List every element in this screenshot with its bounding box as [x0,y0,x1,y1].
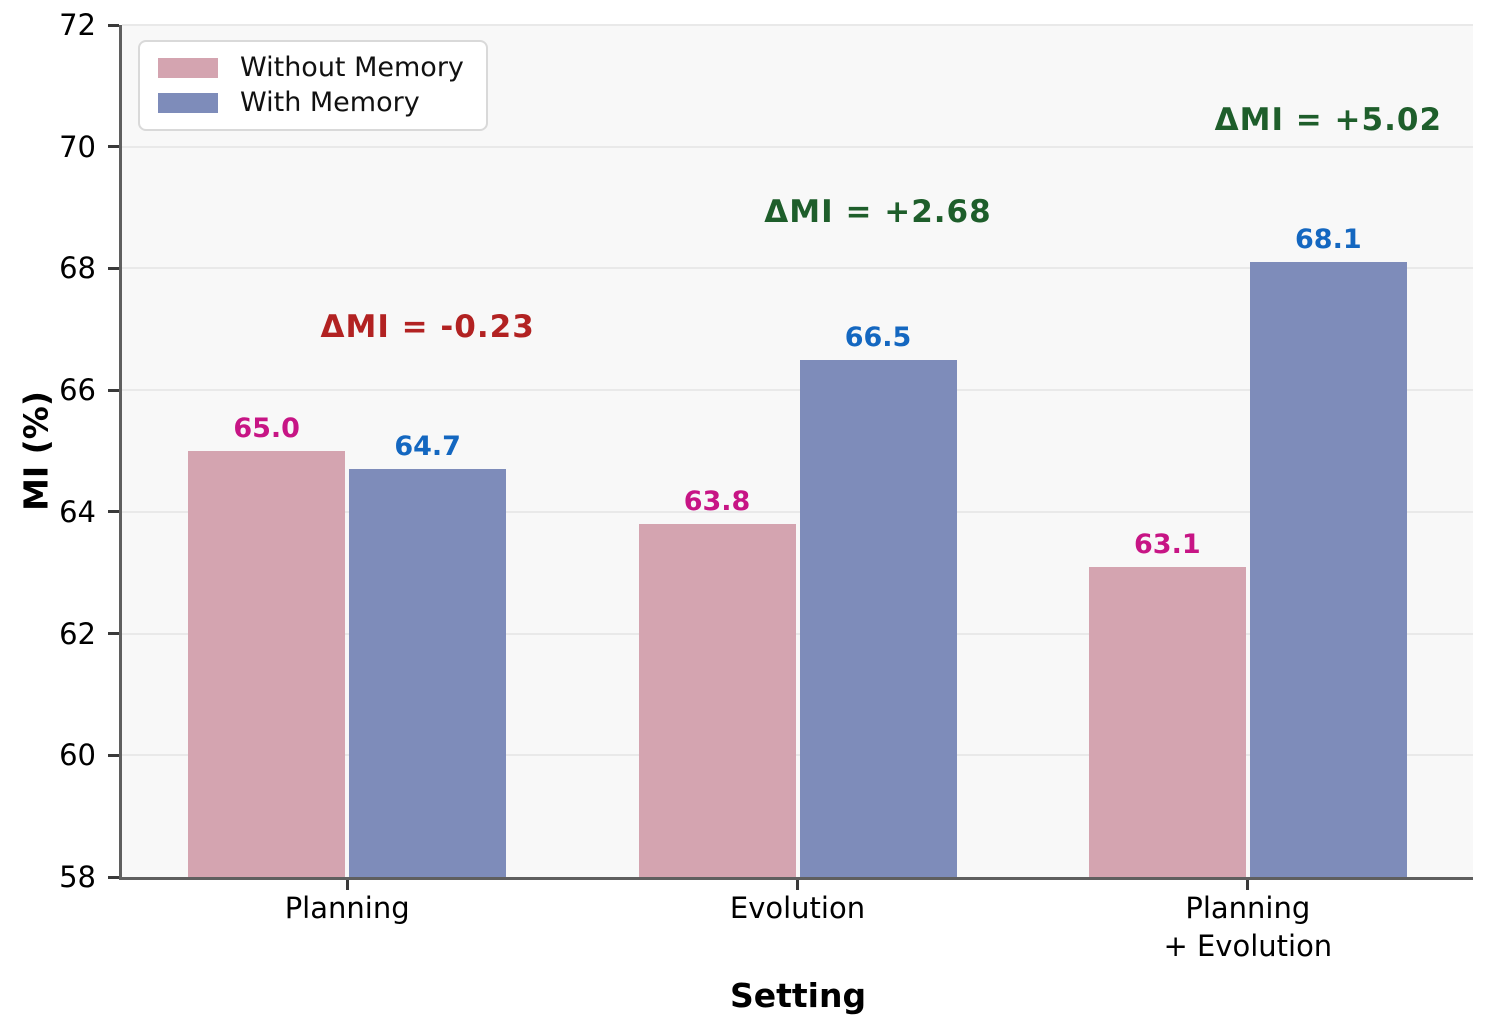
x-tick-label-1: Evolution [729,891,866,925]
x-axis-title: Setting [729,976,867,1015]
value-label-64.7: 64.7 [394,431,461,463]
value-label-66.5: 66.5 [844,321,912,353]
x-tick-label-2: Planning + Evolution [1163,891,1333,963]
y-tick-mark-70 [108,145,119,149]
x-tick-label-0: Planning [284,891,410,925]
bar-with-memory-1 [799,359,957,877]
y-axis-spine [119,25,122,880]
y-tick-label-72: 72 [59,8,96,42]
x-tick-mark-0 [345,880,349,890]
gridline-64 [122,510,1473,513]
x-tick-mark-1 [796,880,799,890]
x-tick-mark-2 [1246,880,1250,890]
bar-with-memory-0 [349,469,507,877]
y-tick-mark-68 [108,266,119,270]
y-tick-label-70: 70 [59,129,96,164]
delta-annotation-0: ΔMI = -0.23 [320,309,535,346]
value-label-63.8: 63.8 [683,486,751,518]
y-tick-mark-58 [108,875,119,879]
bar-with-memory-2 [1249,262,1407,877]
y-tick-mark-66 [108,388,119,392]
y-tick-mark-60 [108,753,119,757]
gridline-66 [122,389,1473,392]
delta-annotation-2: ΔMI = +5.02 [1214,102,1443,139]
legend-label-without-memory: Without Memory [240,52,464,84]
legend-item-with-memory: With Memory [158,86,468,118]
gridline-62 [122,632,1473,635]
y-tick-mark-64 [108,510,119,514]
legend-item-without-memory: Without Memory [158,53,468,83]
legend-label-with-memory: With Memory [240,86,420,118]
y-tick-label-58: 58 [59,860,96,894]
gridline-68 [122,267,1473,270]
value-label-65.0: 65.0 [233,413,300,444]
legend-swatch-with-memory [158,92,218,113]
gridline-60 [122,754,1473,757]
x-axis-spine [119,877,1473,880]
gridline-72 [122,24,1473,26]
delta-annotation-1: ΔMI = +2.68 [764,193,992,230]
bar-without-memory-1 [638,524,796,877]
y-tick-mark-62 [108,632,119,636]
gridline-70 [122,145,1473,148]
y-tick-label-64: 64 [59,494,96,529]
y-tick-label-68: 68 [59,251,96,286]
legend-swatch-without-memory [158,58,218,79]
y-axis-title: MI (%) [16,391,56,511]
plot-area [122,25,1473,877]
legend: Without Memory With Memory [138,40,488,131]
y-tick-label-62: 62 [59,616,96,651]
bar-without-memory-2 [1088,566,1246,877]
bar-without-memory-0 [188,451,346,877]
y-tick-label-66: 66 [59,373,96,408]
value-label-68.1: 68.1 [1295,224,1362,256]
value-label-63.1: 63.1 [1134,528,1201,560]
y-tick-mark-72 [108,23,119,27]
y-tick-label-60: 60 [59,738,96,773]
